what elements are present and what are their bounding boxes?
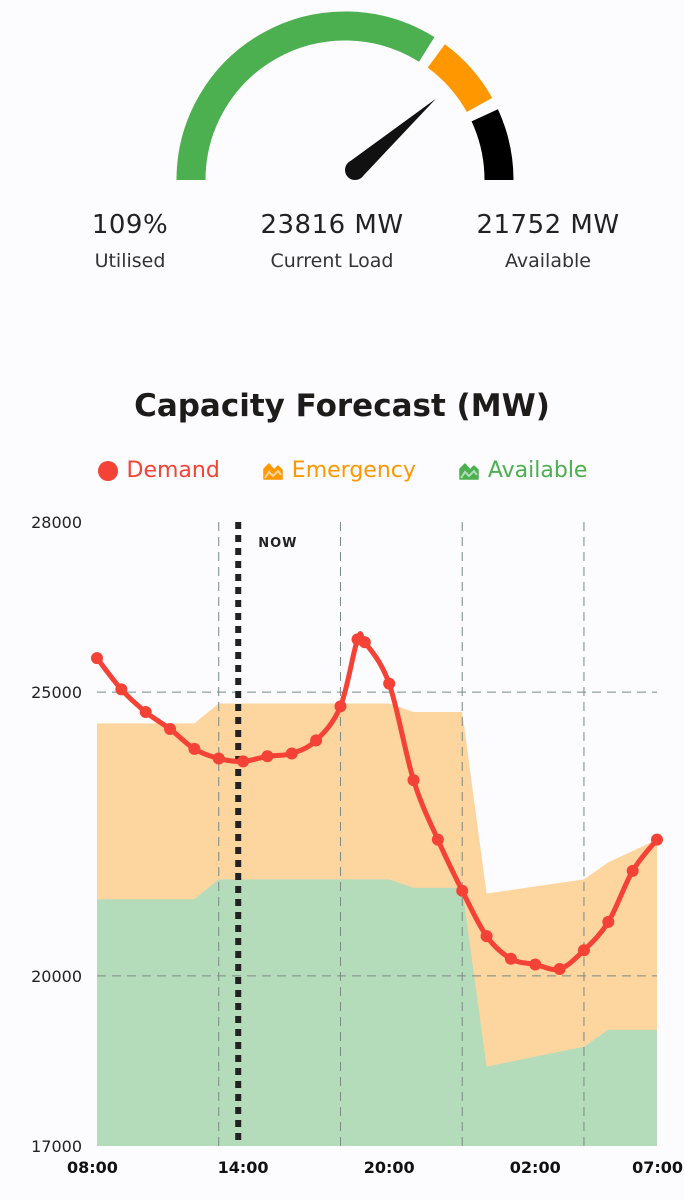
demand-point [188, 742, 201, 755]
capacity-forecast-chart: 28000 25000 20000 17000 NOW 08:00 14:00 20:00 02… [31, 513, 683, 1177]
gauge-band-warning [427, 44, 493, 113]
utilised-value: 109% [91, 210, 169, 240]
demand-point [480, 930, 493, 943]
demand-point [407, 774, 420, 787]
legend-label-demand: Demand [126, 458, 220, 483]
demand-point [577, 944, 590, 957]
y-tick-label: 20000 [31, 967, 82, 986]
demand-point [310, 734, 323, 747]
demand-point [164, 723, 177, 736]
current-load-value: 23816 MW [260, 210, 404, 240]
area-chart-icon [263, 462, 283, 480]
demand-point [383, 677, 396, 690]
stat-utilised: 109% Utilised [20, 210, 240, 272]
now-marker-label: NOW [258, 536, 297, 551]
y-tick-label: 28000 [31, 513, 82, 532]
x-tick-label: 20:00 [364, 1158, 415, 1177]
demand-point [237, 755, 250, 768]
y-tick-label: 17000 [31, 1137, 82, 1156]
legend-label-available: Available [487, 458, 588, 483]
available-area [97, 879, 657, 1146]
stat-current-load: 23816 MW Current Load [222, 210, 442, 272]
demand-point [91, 652, 103, 665]
x-tick-label: 02:00 [510, 1158, 561, 1177]
demand-point [261, 750, 274, 763]
demand-point [212, 752, 225, 765]
capacity-gauge [176, 11, 514, 181]
demand-point [504, 952, 517, 965]
current-load-label: Current Load [270, 250, 394, 272]
demand-point [456, 884, 469, 897]
chart-title: Capacity Forecast (MW) [134, 388, 550, 424]
x-tick-label: 07:00 [632, 1158, 683, 1177]
demand-point [602, 915, 615, 928]
demand-point [651, 833, 663, 846]
legend-item-emergency[interactable]: Emergency [262, 458, 416, 483]
demand-point [626, 864, 639, 877]
x-tick-label: 08:00 [67, 1158, 118, 1177]
gauge-needle [348, 98, 437, 178]
demand-point [115, 683, 128, 696]
gauge-bands [176, 11, 514, 181]
legend-label-emergency: Emergency [291, 458, 416, 483]
demand-point [285, 747, 298, 760]
area-chart-icon [459, 462, 479, 480]
utilised-label: Utilised [94, 250, 166, 272]
gauge-needle-hub [345, 160, 365, 180]
demand-point [529, 958, 542, 971]
stat-available: 21752 MW Available [438, 210, 658, 272]
circle-icon [97, 460, 118, 481]
demand-point [553, 963, 566, 976]
demand-point [334, 700, 347, 713]
demand-point [431, 833, 444, 846]
gauge-band-normal [176, 11, 435, 181]
available-value: 21752 MW [476, 210, 620, 240]
legend-item-available[interactable]: Available [458, 458, 588, 483]
y-tick-label: 25000 [31, 683, 82, 702]
gauge-band-critical [471, 109, 514, 181]
available-label: Available [504, 250, 591, 272]
demand-point [358, 636, 371, 649]
x-tick-label: 14:00 [218, 1158, 269, 1177]
chart-legend: Demand Emergency Available [0, 458, 684, 483]
demand-point [139, 706, 152, 719]
legend-item-demand[interactable]: Demand [97, 458, 220, 483]
